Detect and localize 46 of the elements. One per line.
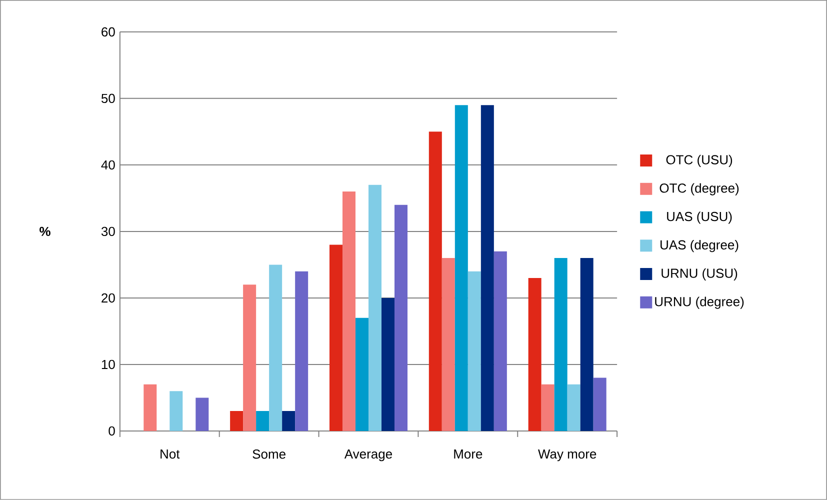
bar: [368, 184, 382, 432]
bar: [394, 204, 408, 432]
bar: [480, 105, 494, 432]
bar: [256, 411, 270, 432]
legend-label: URNU (degree): [655, 296, 744, 309]
bar: [554, 258, 568, 432]
bar: [170, 391, 183, 432]
bar: [144, 384, 157, 432]
bar: [428, 132, 442, 432]
bar: [567, 384, 580, 432]
x-tick-label: Some: [252, 450, 286, 459]
legend-label: UAS (USU): [667, 212, 732, 224]
legend-label: UAS (degree): [660, 240, 738, 252]
legend-label: OTC (degree): [660, 183, 739, 196]
x-tick-label: Not: [160, 450, 180, 459]
x-tick-label: More: [454, 450, 482, 459]
y-tick-label: 40: [101, 160, 115, 170]
y-tick-label: 10: [102, 360, 115, 370]
bar: [528, 278, 542, 432]
bar: [269, 264, 282, 432]
bar: [329, 244, 342, 432]
y-tick-label: 30: [101, 226, 115, 236]
bar: [243, 284, 256, 432]
x-tick-label: Way more: [538, 450, 596, 462]
bar: [196, 398, 209, 432]
y-tick-label: 0: [108, 426, 115, 436]
bar: [282, 411, 296, 432]
y-axis-title: %: [40, 226, 50, 236]
bar: [230, 411, 244, 432]
bar: [494, 251, 507, 432]
bar: [468, 271, 481, 432]
bar: [541, 384, 554, 432]
y-tick-label: 20: [102, 293, 115, 303]
bar: [580, 258, 594, 432]
bar: [342, 192, 356, 432]
bar: [454, 105, 468, 432]
bar: [295, 271, 308, 432]
x-tick-label: Average: [344, 450, 392, 462]
bar: [593, 378, 606, 432]
bar: [442, 258, 455, 432]
legend-label: OTC (USU): [666, 154, 732, 167]
bar: [355, 318, 368, 432]
legend-label: URNU (USU): [662, 268, 738, 280]
bar: [381, 298, 394, 432]
y-tick-label: 60: [102, 27, 115, 37]
y-tick-label: 50: [101, 94, 115, 104]
